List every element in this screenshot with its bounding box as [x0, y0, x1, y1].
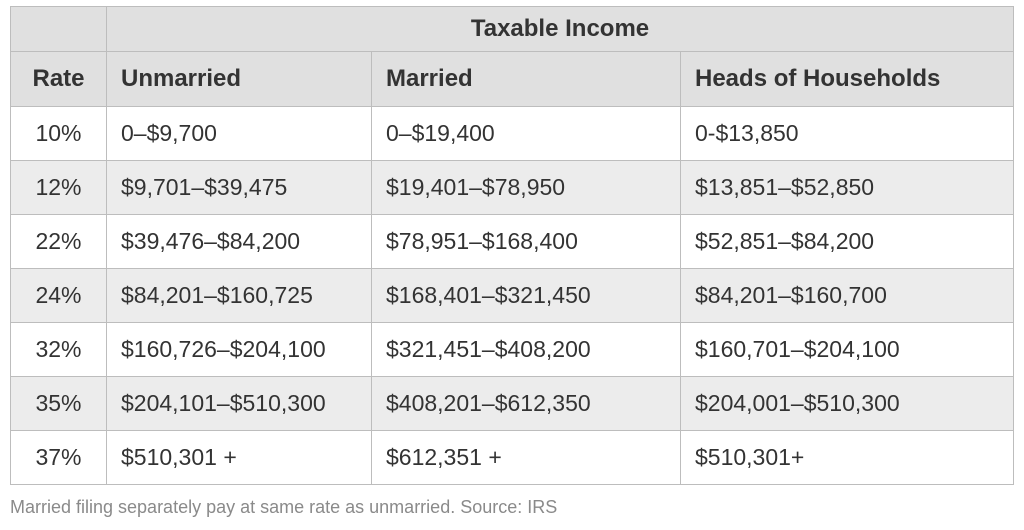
- table-row: 32% $160,726–$204,100 $321,451–$408,200 …: [10, 322, 1014, 377]
- column-header-row: Rate Unmarried Married Heads of Househol…: [10, 51, 1014, 107]
- heads-cell: $52,851–$84,200: [680, 214, 1014, 269]
- taxable-income-header: Taxable Income: [106, 6, 1014, 52]
- tax-bracket-table: Taxable Income Rate Unmarried Married He…: [10, 6, 1014, 485]
- tax-bracket-table-container: Taxable Income Rate Unmarried Married He…: [10, 6, 1014, 485]
- married-cell: $19,401–$78,950: [371, 160, 681, 215]
- unmarried-cell: $204,101–$510,300: [106, 376, 372, 431]
- unmarried-cell: $9,701–$39,475: [106, 160, 372, 215]
- rate-cell: 10%: [10, 106, 107, 161]
- married-cell: $612,351 +: [371, 430, 681, 485]
- table-row: 35% $204,101–$510,300 $408,201–$612,350 …: [10, 376, 1014, 431]
- rate-cell: 22%: [10, 214, 107, 269]
- unmarried-cell: $39,476–$84,200: [106, 214, 372, 269]
- heads-cell: 0-$13,850: [680, 106, 1014, 161]
- rate-cell: 32%: [10, 322, 107, 377]
- unmarried-column-header: Unmarried: [106, 51, 372, 107]
- unmarried-cell: $510,301 +: [106, 430, 372, 485]
- rate-column-header: Rate: [10, 51, 107, 107]
- source-footnote: Married filing separately pay at same ra…: [10, 497, 558, 517]
- rate-cell: 12%: [10, 160, 107, 215]
- heads-of-households-column-header: Heads of Households: [680, 51, 1014, 107]
- heads-cell: $13,851–$52,850: [680, 160, 1014, 215]
- married-cell: $78,951–$168,400: [371, 214, 681, 269]
- table-row: 24% $84,201–$160,725 $168,401–$321,450 $…: [10, 268, 1014, 323]
- heads-cell: $510,301+: [680, 430, 1014, 485]
- married-cell: $408,201–$612,350: [371, 376, 681, 431]
- married-column-header: Married: [371, 51, 681, 107]
- unmarried-cell: $160,726–$204,100: [106, 322, 372, 377]
- table-row: 22% $39,476–$84,200 $78,951–$168,400 $52…: [10, 214, 1014, 269]
- table-row: 37% $510,301 + $612,351 + $510,301+: [10, 430, 1014, 485]
- heads-cell: $160,701–$204,100: [680, 322, 1014, 377]
- rate-cell: 37%: [10, 430, 107, 485]
- married-cell: $321,451–$408,200: [371, 322, 681, 377]
- rate-cell: 35%: [10, 376, 107, 431]
- married-cell: $168,401–$321,450: [371, 268, 681, 323]
- table-row: 10% 0–$9,700 0–$19,400 0-$13,850: [10, 106, 1014, 161]
- empty-corner-cell: [10, 6, 107, 52]
- table-row: 12% $9,701–$39,475 $19,401–$78,950 $13,8…: [10, 160, 1014, 215]
- unmarried-cell: $84,201–$160,725: [106, 268, 372, 323]
- heads-cell: $84,201–$160,700: [680, 268, 1014, 323]
- group-header-row: Taxable Income: [10, 6, 1014, 52]
- heads-cell: $204,001–$510,300: [680, 376, 1014, 431]
- married-cell: 0–$19,400: [371, 106, 681, 161]
- unmarried-cell: 0–$9,700: [106, 106, 372, 161]
- rate-cell: 24%: [10, 268, 107, 323]
